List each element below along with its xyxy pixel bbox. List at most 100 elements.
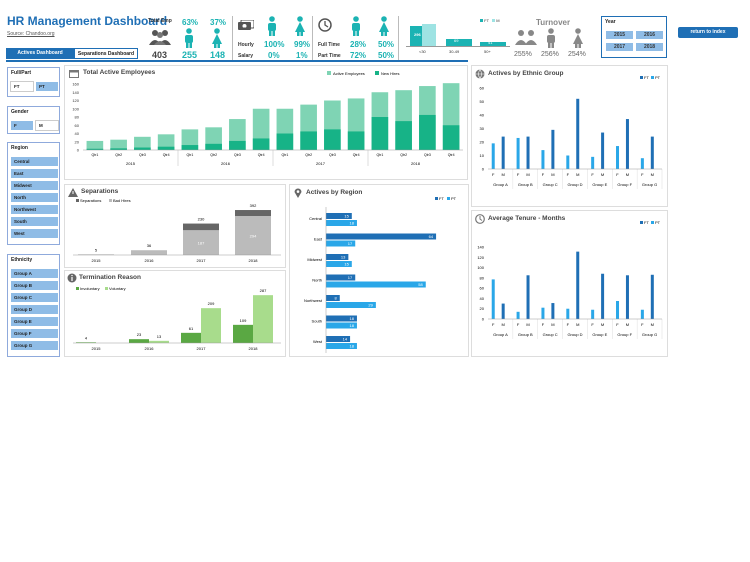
age-val-under30: 296: [414, 32, 421, 37]
region-item-central[interactable]: Central: [10, 156, 59, 167]
y-tick-label: 30: [480, 126, 485, 131]
x-tick-label: 2018: [249, 258, 259, 263]
tab-actives[interactable]: Actives Dashboard: [6, 48, 74, 59]
male-count: 255: [182, 50, 198, 60]
bar-ft: [566, 308, 570, 319]
salary-female: 1%: [296, 51, 308, 60]
female-icon: [295, 16, 305, 36]
legend-label-ft: FT: [644, 220, 649, 225]
region-list: Central East Midwest North Northwest South Wes…: [10, 156, 59, 240]
x-tick-label: Group E: [592, 332, 607, 337]
x-tick-label: 2017: [197, 346, 207, 351]
sub-tick-label: M: [601, 322, 604, 327]
legend-label-ft: FT: [439, 196, 444, 201]
bar-new-hires: [395, 121, 412, 150]
x-tick-label: Qtr1: [186, 153, 193, 157]
legend-swatch-involuntary: [76, 287, 79, 290]
ethnicity-item-group-e[interactable]: Group E: [10, 316, 59, 327]
region-title: Actives by Region: [306, 189, 363, 196]
bar-value-label: 8: [335, 296, 338, 301]
year-2017[interactable]: 2017: [605, 42, 634, 52]
bar-voluntary: [253, 295, 273, 343]
sub-tick-label: M: [501, 322, 504, 327]
bar-involuntary: [181, 332, 201, 343]
sub-tick-label: M: [651, 322, 654, 327]
region-item-north[interactable]: North: [10, 192, 59, 203]
salary-label: Salary: [238, 53, 254, 59]
year-slicer-title: Year: [605, 19, 616, 25]
bar-value-label: 209: [208, 301, 215, 306]
header-rule: [6, 60, 468, 62]
year-2016[interactable]: 2016: [635, 30, 664, 40]
gender-f[interactable]: F: [10, 120, 34, 131]
year-2015[interactable]: 2015: [605, 30, 634, 40]
bar-ft: [616, 301, 620, 319]
x-tick-label: Qtr2: [115, 153, 122, 157]
x-tick-label: Qtr2: [305, 153, 312, 157]
bar-value-label: 4: [85, 335, 88, 340]
ethnicity-item-group-b[interactable]: Group B: [10, 280, 59, 291]
bar-pt: [576, 98, 580, 169]
sub-tick-label: M: [526, 322, 529, 327]
region-item-east[interactable]: East: [10, 168, 59, 179]
y-tick-label: 140: [477, 245, 484, 250]
ethnicity-item-group-f[interactable]: Group F: [10, 328, 59, 339]
bar-value-label: 13: [157, 334, 162, 339]
sub-tick-label: M: [626, 322, 629, 327]
region-item-south[interactable]: South: [10, 216, 59, 227]
fullpart-ft[interactable]: FT: [10, 81, 34, 92]
ft-female: 50%: [378, 40, 395, 49]
page-title: HR Management Dashboard: [7, 14, 168, 28]
y-tick-label: 0: [482, 167, 485, 172]
bar-value-label: 17: [348, 275, 353, 280]
ethnicity-item-group-c[interactable]: Group C: [10, 292, 59, 303]
x-tick-label: 2018: [249, 346, 259, 351]
bar-new-hires: [252, 138, 270, 150]
region-item-northwest[interactable]: Northwest: [10, 204, 59, 215]
hourly-female: 99%: [294, 40, 311, 49]
x-tick-label: Group C: [543, 182, 558, 187]
bar-new-hires: [157, 146, 175, 150]
sub-tick-label: F: [517, 172, 520, 177]
x-tick-label: Group C: [543, 332, 558, 337]
pt-female: 50%: [378, 51, 395, 60]
year-slicer: Year 2015 2016 2017 2018: [601, 16, 667, 58]
ethnic-chart: FT PT 0 10 20 30 40 50 60 F M Group A F M Group B F M Gro…: [480, 75, 663, 189]
bar-value-label: 15: [344, 262, 349, 267]
female-pct: 37%: [210, 18, 227, 27]
bar-value-label: 18: [350, 221, 355, 226]
year-2018[interactable]: 2018: [635, 42, 664, 52]
x-tick-label: Group F: [617, 332, 632, 337]
y-tick-label: 120: [72, 98, 79, 103]
ethnicity-item-group-a[interactable]: Group A: [10, 268, 59, 279]
bar-ft: [516, 137, 520, 169]
region-item-midwest[interactable]: Midwest: [10, 180, 59, 191]
y-tick-label: 160: [72, 82, 79, 87]
kpi-divider: [312, 16, 313, 60]
bar-pt: [326, 281, 426, 288]
bar-value-label: 18: [350, 344, 355, 349]
region-item-west[interactable]: West: [10, 228, 59, 239]
clock-icon: [318, 18, 332, 32]
ethnicity-item-group-g[interactable]: Group G: [10, 340, 59, 351]
x-tick-label: Qtr3: [139, 153, 146, 157]
bar-pt: [326, 302, 376, 308]
fullpart-pt[interactable]: PT: [35, 81, 59, 92]
bar-value-label: 287: [260, 288, 267, 293]
sub-tick-label: M: [626, 172, 629, 177]
y-tick-label: 120: [477, 255, 484, 260]
bar-ft: [516, 311, 520, 319]
bar-new-hires: [300, 131, 317, 150]
age-bin-under30: <30: [419, 49, 426, 54]
ethnicity-item-group-d[interactable]: Group D: [10, 304, 59, 315]
bar-new-hires: [419, 114, 436, 150]
bar-pt: [526, 136, 530, 169]
age-legend-ft: FT: [484, 18, 489, 23]
tab-separations[interactable]: Separations Dashboard: [74, 48, 138, 59]
return-to-index-button[interactable]: return to index: [678, 27, 738, 38]
gender-m[interactable]: M: [35, 120, 59, 131]
source-link[interactable]: Source: Chandoo.org: [7, 31, 55, 37]
x-tick-label: Group D: [567, 332, 582, 337]
bar-active: [134, 136, 151, 150]
